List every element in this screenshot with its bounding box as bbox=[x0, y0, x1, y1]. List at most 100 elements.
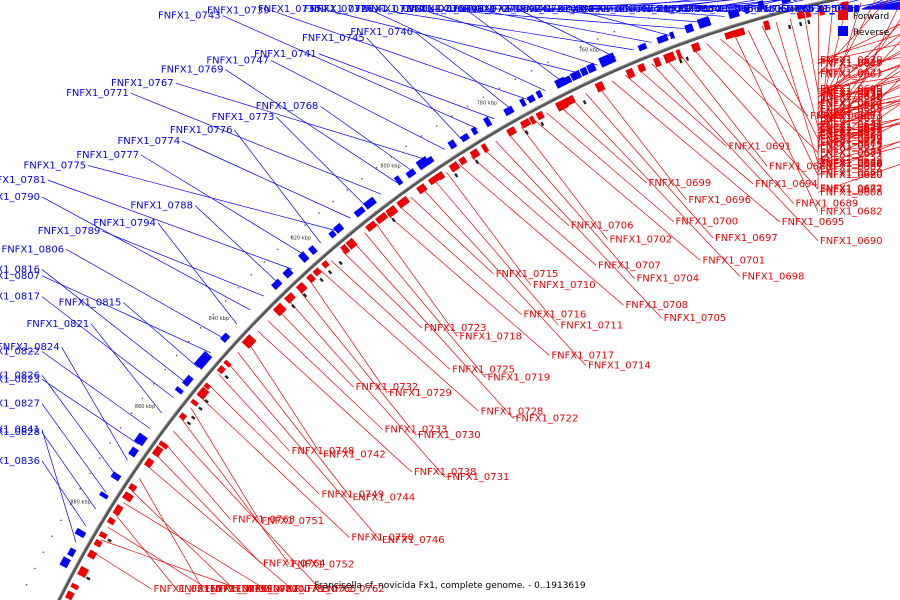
forward-connector bbox=[706, 43, 819, 153]
forward-gene-label: FNFX1_0752 bbox=[292, 559, 355, 570]
gene-glyph bbox=[519, 118, 532, 129]
forward-connector bbox=[520, 126, 608, 240]
forward-gene-label: FNFX1_0738 bbox=[414, 467, 477, 478]
scale-dot bbox=[647, 17, 650, 19]
forward-connector bbox=[803, 14, 819, 92]
reverse-gene-label: FNFX1_0822 bbox=[0, 347, 40, 358]
gene-glyph bbox=[685, 56, 690, 62]
reverse-gene-label: FNFX1_0655 bbox=[797, 4, 860, 15]
reverse-connector bbox=[585, 4, 762, 10]
forward-gene-label: FNFX1_0722 bbox=[516, 414, 579, 425]
forward-connector bbox=[227, 362, 381, 541]
reverse-gene-label: FNFX1_0645 bbox=[797, 4, 860, 15]
forward-connector bbox=[172, 430, 321, 590]
reverse-gene-label: FNFX1_0693 bbox=[620, 4, 683, 15]
forward-gene-label: FNFX1_0684 bbox=[820, 147, 883, 158]
forward-gene-label: FNFX1_0764 bbox=[263, 558, 326, 569]
forward-gene-label: FNFX1_0750 bbox=[351, 533, 414, 544]
forward-connector bbox=[720, 38, 809, 117]
gene-glyph bbox=[363, 196, 377, 210]
forward-gene-label: FNFX1_0680 bbox=[820, 170, 883, 181]
reverse-gene-label: FNFX1_0650 bbox=[797, 4, 860, 15]
reverse-connector bbox=[41, 403, 107, 493]
scale-dot bbox=[25, 583, 28, 586]
reverse-gene-label: FNFX1_0713 bbox=[464, 4, 527, 15]
forward-connector bbox=[817, 23, 900, 65]
reverse-gene-label: FNFX1_0654 bbox=[797, 4, 860, 15]
scale-dot bbox=[187, 340, 190, 343]
forward-gene-label: FNFX1_0629 bbox=[820, 58, 883, 69]
forward-connector bbox=[611, 80, 780, 223]
scale-dot bbox=[164, 368, 166, 371]
gene-glyph bbox=[594, 80, 606, 93]
gene-glyph bbox=[405, 168, 417, 179]
gene-glyph bbox=[112, 504, 124, 517]
forward-connector bbox=[199, 396, 350, 538]
gene-glyph bbox=[480, 143, 490, 153]
scale-dot bbox=[69, 503, 72, 506]
gene-glyph bbox=[64, 590, 75, 600]
reverse-gene-label: FNFX1_0727 bbox=[453, 4, 516, 15]
gene-glyph bbox=[333, 222, 345, 234]
forward-connector bbox=[247, 341, 322, 455]
forward-gene-label: FNFX1_0723 bbox=[424, 323, 487, 334]
forward-gene-label: FNFX1_0715 bbox=[496, 269, 559, 280]
forward-gene-label: FNFX1_0731 bbox=[447, 472, 510, 483]
reverse-connector bbox=[234, 129, 322, 244]
gene-glyph bbox=[436, 170, 446, 181]
gene-glyph bbox=[460, 132, 470, 143]
gene-glyph bbox=[799, 21, 803, 27]
gene-glyph bbox=[98, 531, 108, 540]
forward-gene-label: FNFX1_0700 bbox=[676, 217, 739, 228]
forward-gene-label: FNFX1_0640 bbox=[820, 87, 883, 98]
gene-glyph bbox=[298, 251, 310, 263]
gene-glyph bbox=[563, 94, 576, 107]
forward-connector bbox=[422, 188, 587, 366]
gene-glyph bbox=[284, 292, 296, 304]
forward-connector bbox=[817, 3, 900, 173]
forward-gene-label: FNFX1_0675 bbox=[820, 122, 883, 133]
scale-dot bbox=[375, 166, 378, 169]
reverse-connector bbox=[194, 205, 279, 283]
gene-glyph bbox=[182, 374, 194, 387]
forward-gene-label: FNFX1_0799 bbox=[210, 584, 273, 595]
reverse-connector bbox=[222, 15, 478, 130]
forward-connector bbox=[817, 53, 900, 93]
gene-glyph bbox=[506, 126, 518, 137]
gene-glyph bbox=[70, 582, 80, 591]
forward-connector bbox=[483, 148, 570, 226]
forward-gene-label: FNFX1_0605 bbox=[820, 159, 883, 170]
forward-connector bbox=[817, 57, 900, 73]
reverse-connector bbox=[543, 0, 721, 10]
scale-dot bbox=[89, 472, 91, 475]
scale-tick-label: 740 kbp bbox=[686, 5, 706, 11]
gene-glyph bbox=[474, 159, 480, 165]
reverse-gene-label: FNFX1_0666 bbox=[697, 4, 760, 15]
forward-connector bbox=[277, 309, 354, 388]
gene-glyph bbox=[122, 491, 134, 503]
scale-dot bbox=[79, 488, 81, 490]
backbone-shadow bbox=[56, 0, 830, 600]
forward-gene-label: FNFX1_0603 bbox=[820, 131, 883, 142]
forward-connector bbox=[665, 58, 794, 204]
genome-backbone bbox=[56, 0, 842, 600]
reverse-gene-label: FNFX1_0736 bbox=[401, 4, 464, 15]
forward-gene-label: FNFX1_0679 bbox=[820, 134, 883, 145]
gene-glyph bbox=[143, 457, 155, 469]
gene-glyph bbox=[416, 183, 428, 195]
forward-connector bbox=[817, 33, 900, 61]
forward-connector bbox=[817, 121, 900, 165]
reverse-gene-label: FNFX1_0663 bbox=[758, 4, 821, 15]
forward-connector bbox=[817, 50, 900, 98]
gene-glyph bbox=[743, 6, 750, 15]
gene-glyph bbox=[86, 549, 98, 560]
scale-dot bbox=[405, 145, 408, 148]
scale-dot bbox=[420, 135, 423, 137]
gene-glyph bbox=[454, 173, 459, 178]
gene-glyph bbox=[796, 10, 806, 20]
reverse-gene-label: FNFX1_0828 bbox=[0, 427, 40, 438]
forward-gene-label: FNFX1_0635 bbox=[820, 120, 883, 131]
forward-gene-label: FNFX1_0718 bbox=[459, 331, 522, 342]
reverse-gene-label: FNFX1_0747 bbox=[206, 55, 269, 66]
